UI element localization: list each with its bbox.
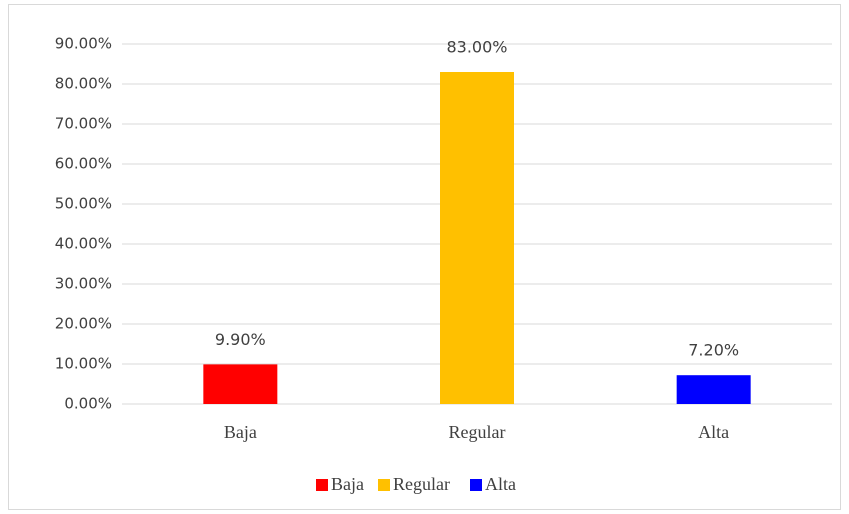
- legend-swatch: [470, 479, 482, 491]
- data-label: 7.20%: [688, 341, 739, 360]
- y-tick-label: 40.00%: [55, 235, 112, 253]
- data-label: 9.90%: [215, 330, 266, 349]
- y-tick-label: 90.00%: [55, 35, 112, 53]
- legend-label: Regular: [393, 474, 450, 494]
- x-tick-label: Alta: [698, 422, 729, 442]
- y-tick-label: 60.00%: [55, 155, 112, 173]
- bar: [676, 375, 751, 404]
- legend-swatch: [378, 479, 390, 491]
- bar: [440, 72, 514, 404]
- x-tick-label: Regular: [449, 422, 506, 442]
- data-label: 83.00%: [446, 38, 507, 57]
- legend-label: Alta: [485, 474, 516, 494]
- y-tick-label: 20.00%: [55, 315, 112, 333]
- y-tick-label: 30.00%: [55, 275, 112, 293]
- y-tick-label: 0.00%: [64, 395, 112, 413]
- y-tick-label: 10.00%: [55, 355, 112, 373]
- y-tick-label: 50.00%: [55, 195, 112, 213]
- y-tick-label: 80.00%: [55, 75, 112, 93]
- legend-label: Baja: [331, 474, 364, 494]
- bar: [203, 364, 278, 404]
- legend-swatch: [316, 479, 328, 491]
- x-tick-label: Baja: [224, 422, 257, 442]
- y-tick-label: 70.00%: [55, 115, 112, 133]
- chart-border: [8, 4, 841, 510]
